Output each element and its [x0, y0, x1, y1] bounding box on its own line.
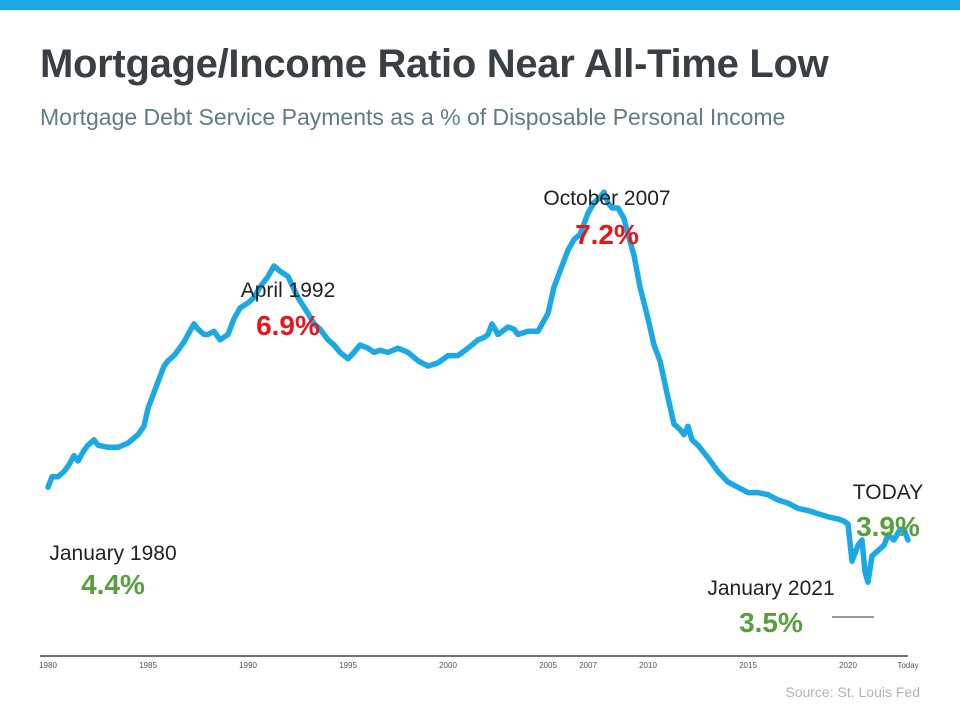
annotation-value: 6.9%	[256, 310, 320, 341]
x-tick-label: 1980	[39, 661, 57, 670]
x-tick-label: 1985	[139, 661, 157, 670]
annotation-value: 3.5%	[739, 607, 803, 638]
source-note: Source: St. Louis Fed	[785, 684, 920, 700]
annotation-value: 7.2%	[575, 219, 639, 250]
annotation-label: April 1992	[241, 279, 336, 302]
series-line	[45, 189, 911, 585]
annotation-label: January 2021	[707, 577, 834, 600]
x-tick-label: 1995	[339, 661, 357, 670]
x-tick-label: 2020	[839, 661, 857, 670]
x-tick-label: Today	[897, 661, 918, 670]
x-tick-label: 1990	[239, 661, 257, 670]
x-tick-label: 2015	[739, 661, 757, 670]
annotation-label: January 1980	[49, 542, 176, 565]
chart-subtitle: Mortgage Debt Service Payments as a % of…	[40, 104, 786, 130]
x-tick-label: 2007	[579, 661, 597, 670]
x-tick-label: 2005	[539, 661, 557, 670]
x-tick-label: 2010	[639, 661, 657, 670]
top-accent-bar	[0, 0, 960, 10]
annotation-label: TODAY	[853, 481, 923, 504]
annotation-label: October 2007	[543, 187, 670, 210]
x-tick-label: 2000	[439, 661, 457, 670]
annotation-value: 3.9%	[856, 511, 920, 542]
annotation-value: 4.4%	[81, 569, 145, 600]
page-title: Mortgage/Income Ratio Near All-Time Low	[40, 42, 829, 86]
